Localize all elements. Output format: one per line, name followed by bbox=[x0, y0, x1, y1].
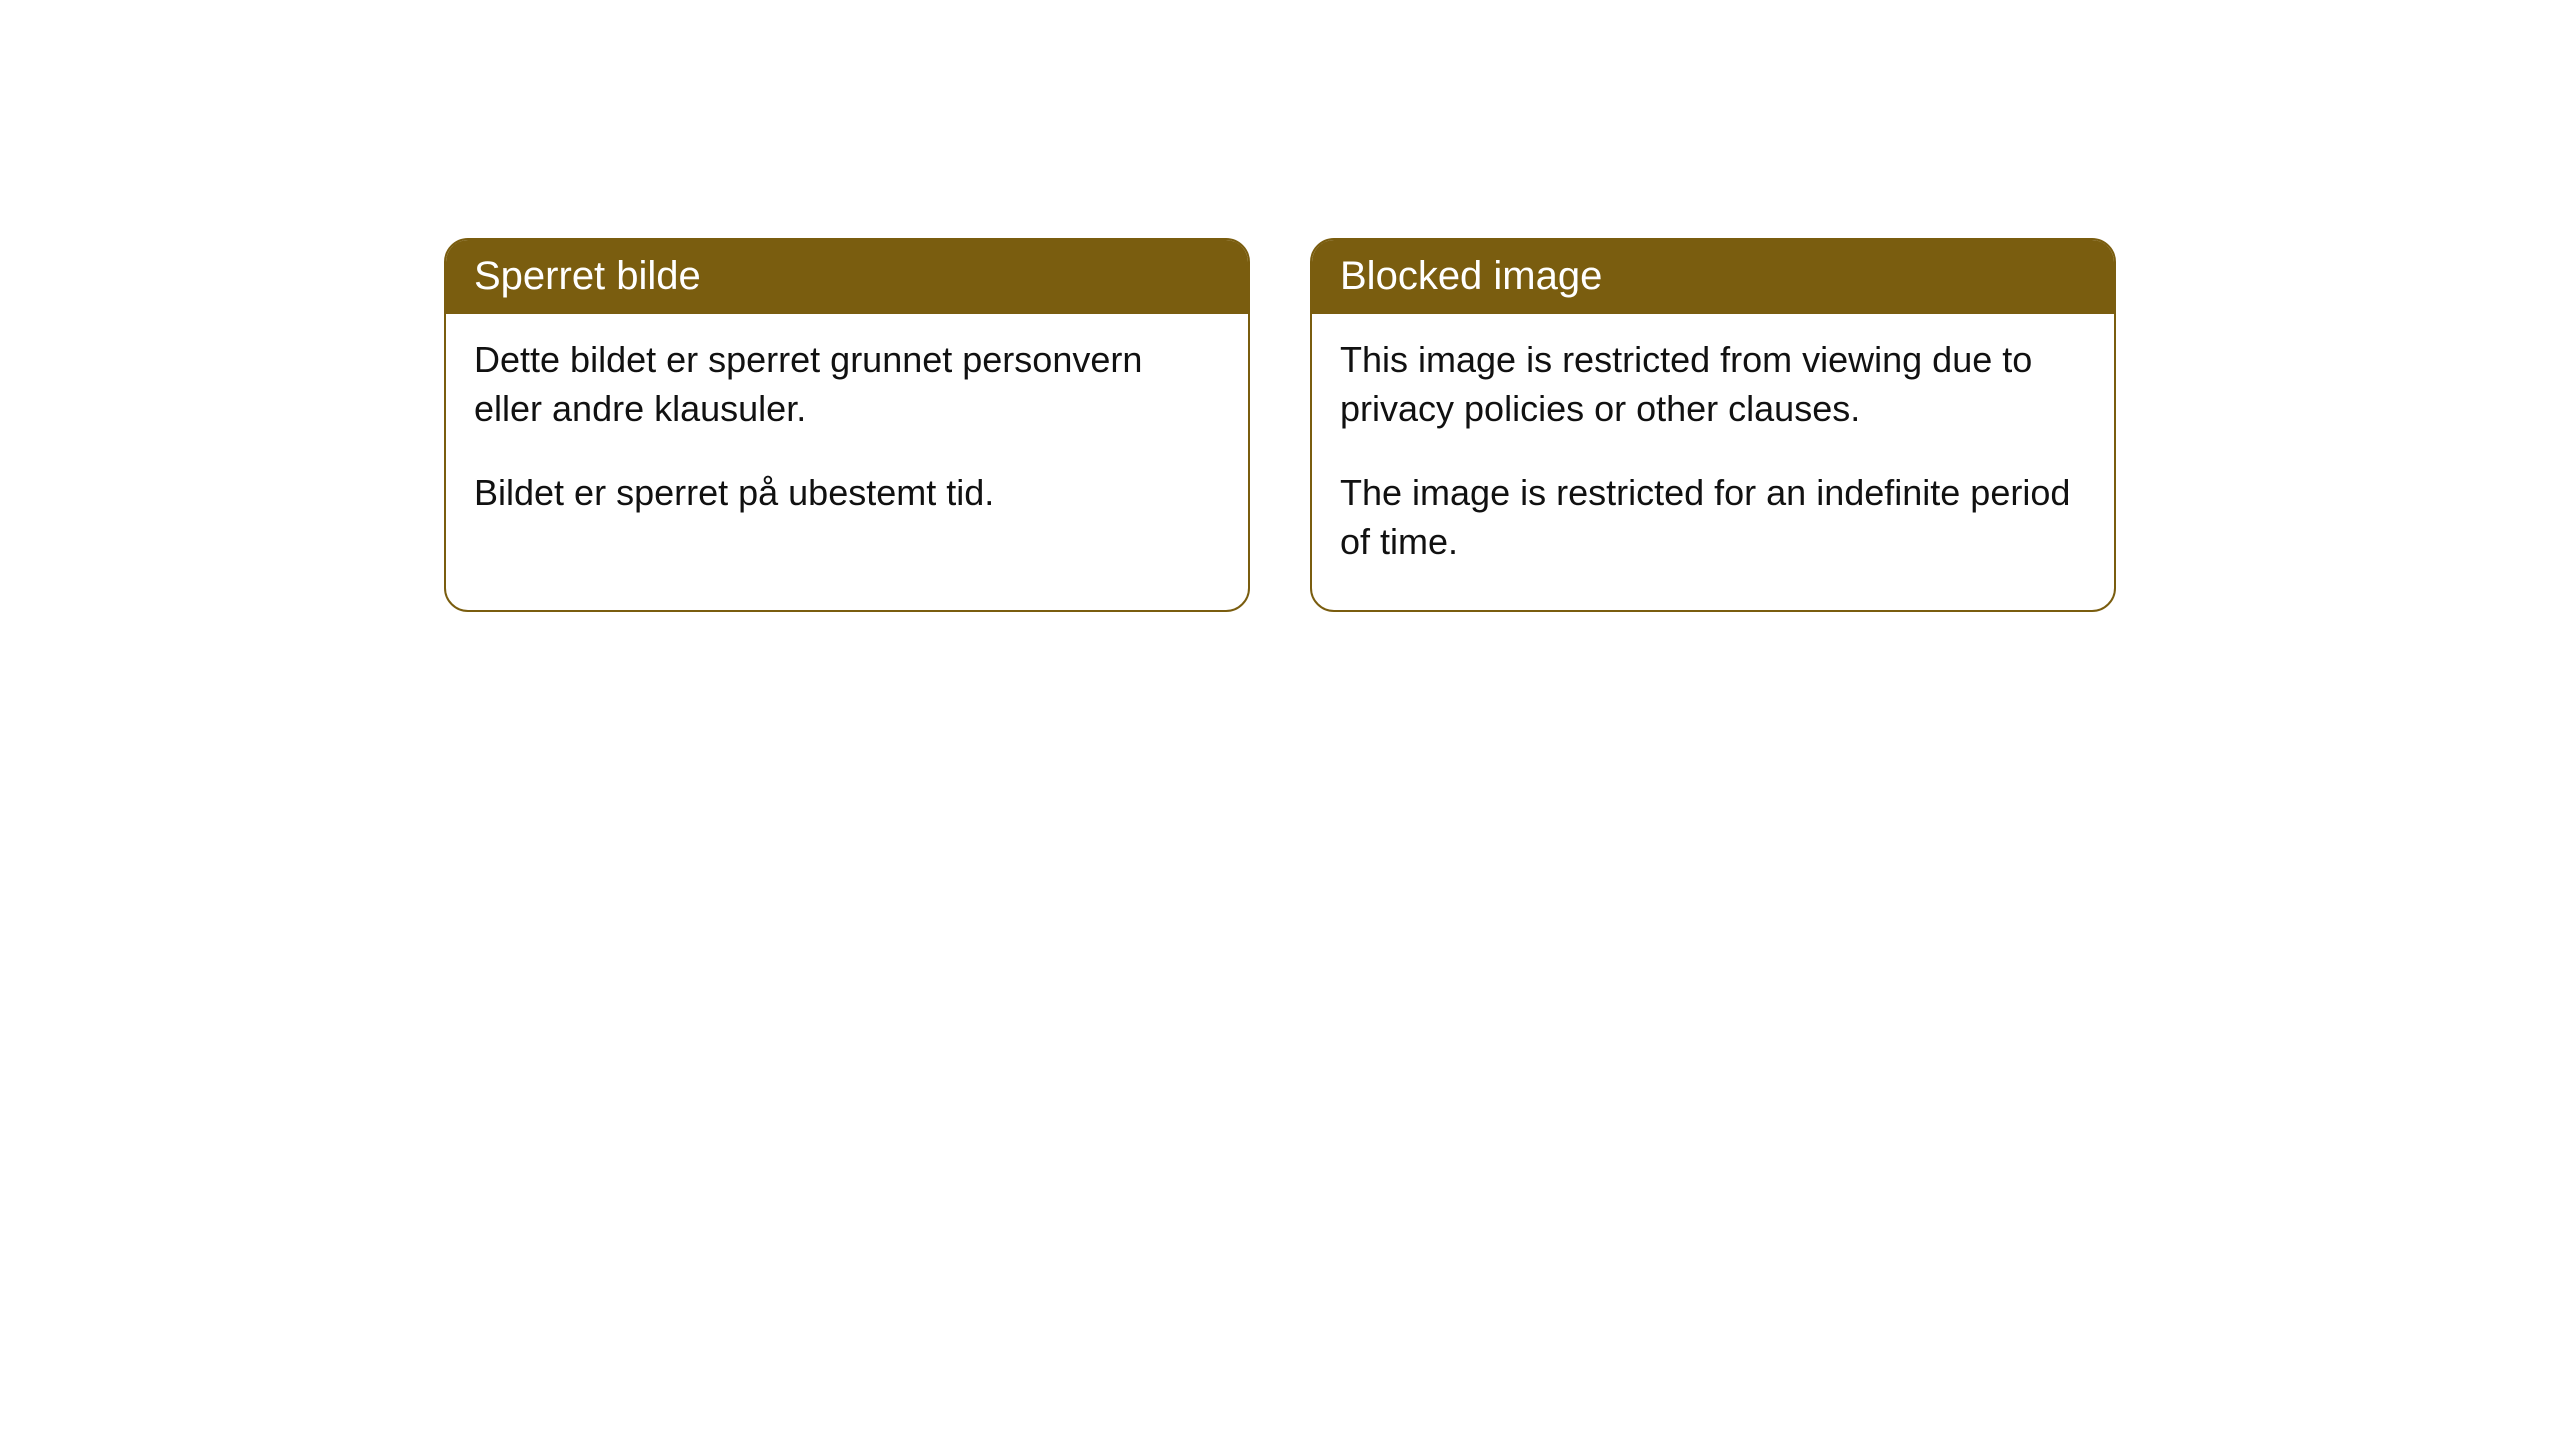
card-header-english: Blocked image bbox=[1312, 240, 2114, 314]
card-header-norwegian: Sperret bilde bbox=[446, 240, 1248, 314]
card-text-english-p1: This image is restricted from viewing du… bbox=[1340, 336, 2086, 433]
card-body-english: This image is restricted from viewing du… bbox=[1312, 314, 2114, 610]
card-text-norwegian-p2: Bildet er sperret på ubestemt tid. bbox=[474, 469, 1220, 518]
info-card-norwegian: Sperret bilde Dette bildet er sperret gr… bbox=[444, 238, 1250, 612]
info-card-english: Blocked image This image is restricted f… bbox=[1310, 238, 2116, 612]
cards-container: Sperret bilde Dette bildet er sperret gr… bbox=[444, 238, 2560, 612]
card-body-norwegian: Dette bildet er sperret grunnet personve… bbox=[446, 314, 1248, 562]
card-text-english-p2: The image is restricted for an indefinit… bbox=[1340, 469, 2086, 566]
card-text-norwegian-p1: Dette bildet er sperret grunnet personve… bbox=[474, 336, 1220, 433]
